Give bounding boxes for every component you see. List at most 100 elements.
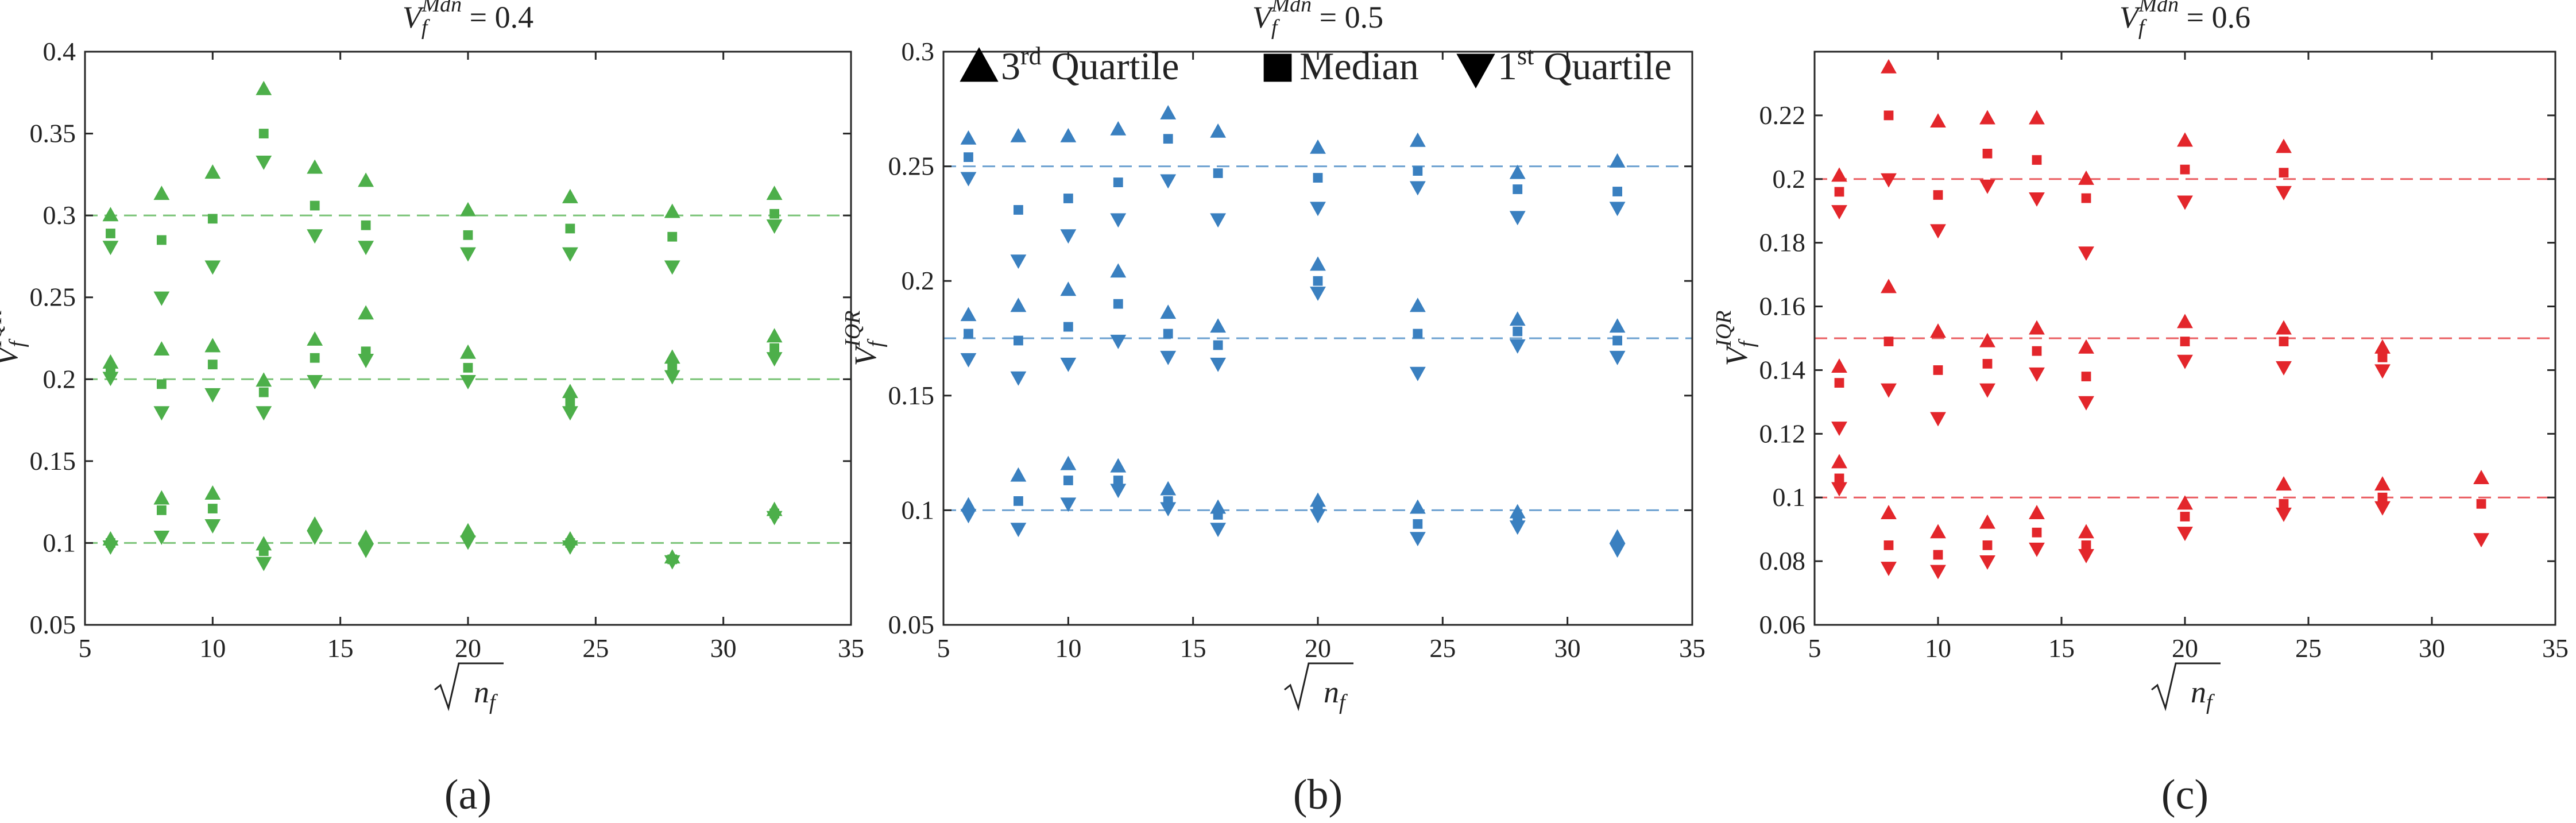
chart-panel-3: 5 10 15 20 25 30 35 0.06 0.08 0.1 0.12 0.14 0.16 0.18… — [1712, 0, 2569, 818]
median-marker — [1834, 473, 1844, 484]
first-quartile-marker — [1509, 520, 1526, 535]
first-quartile-marker — [204, 519, 221, 534]
third-quartile-marker — [307, 159, 323, 174]
x-tick-label: 15 — [327, 633, 354, 663]
median-marker — [2377, 492, 2388, 503]
first-quartile-marker — [256, 155, 272, 170]
y-tick-label: 0.25 — [30, 283, 76, 312]
median-marker — [1313, 276, 1323, 286]
first-quartile-marker — [664, 260, 680, 275]
third-quartile-marker — [2374, 476, 2391, 491]
first-quartile-marker — [766, 219, 783, 234]
first-quartile-marker — [1609, 350, 1626, 365]
legend-label: 1st Quartile — [1498, 42, 1672, 88]
median-marker — [2377, 352, 2388, 362]
median-marker — [1014, 335, 1023, 346]
third-quartile-marker — [153, 341, 170, 356]
median-marker — [1313, 173, 1323, 183]
median-marker — [1063, 322, 1073, 332]
median-marker — [1113, 177, 1123, 187]
third-quartile-marker — [1609, 153, 1626, 168]
x-tick-label: 35 — [838, 633, 864, 663]
third-quartile-marker — [960, 130, 977, 145]
third-quartile-marker — [1930, 113, 1946, 128]
median-marker — [2032, 527, 2042, 538]
median-marker — [2476, 499, 2486, 509]
first-quartile-marker — [1160, 502, 1177, 517]
first-quartile-marker — [664, 370, 680, 385]
first-quartile-marker — [2276, 186, 2292, 200]
x-tick-label: 10 — [199, 633, 226, 663]
median-marker — [1883, 540, 1894, 550]
median-marker — [769, 343, 779, 353]
first-quartile-marker — [1010, 523, 1027, 538]
third-quartile-marker — [2276, 320, 2292, 335]
first-quartile-marker — [358, 353, 374, 368]
median-marker — [207, 360, 218, 370]
first-quartile-marker — [562, 540, 578, 555]
median-marker — [258, 546, 269, 557]
median-marker — [769, 208, 779, 219]
third-quartile-marker — [1979, 333, 1995, 347]
median-marker — [157, 379, 167, 389]
first-quartile-marker — [562, 247, 578, 262]
median-marker — [1213, 340, 1223, 350]
panel-caption: (a) — [444, 771, 492, 818]
third-quartile-marker — [1210, 123, 1227, 138]
first-quartile-marker — [1010, 371, 1027, 386]
y-tick-label: 0.35 — [30, 119, 76, 148]
third-quartile-marker — [1831, 358, 1847, 373]
third-quartile-marker — [1110, 121, 1127, 136]
median-marker — [1014, 496, 1023, 506]
x-tick-label: 20 — [2172, 633, 2198, 663]
third-quartile-marker — [1930, 524, 1946, 539]
legend-label: 3rd Quartile — [1001, 42, 1179, 88]
median-marker — [1014, 205, 1023, 215]
third-quartile-marker — [1160, 481, 1177, 496]
third-quartile-marker — [1110, 458, 1127, 473]
first-quartile-marker — [2177, 527, 2193, 542]
first-quartile-marker — [1060, 357, 1077, 372]
median-marker — [565, 397, 575, 407]
median-marker — [1413, 329, 1423, 339]
first-quartile-marker — [960, 172, 977, 187]
first-quartile-marker — [960, 353, 977, 368]
third-quartile-marker — [1060, 281, 1077, 296]
first-quartile-marker — [1210, 357, 1227, 372]
third-quartile-marker — [1310, 256, 1326, 271]
third-quartile-marker — [1409, 499, 1426, 514]
first-quartile-marker — [1110, 334, 1127, 349]
median-marker — [1513, 184, 1523, 194]
third-quartile-marker — [153, 490, 170, 505]
x-tick-label: 30 — [1554, 633, 1581, 663]
third-quartile-marker — [960, 307, 977, 322]
y-tick-label: 0.15 — [888, 381, 935, 410]
sqrt-symbol — [2151, 662, 2221, 712]
x-tick-label: 35 — [1679, 633, 1705, 663]
first-quartile-marker — [960, 509, 977, 524]
median-marker — [1113, 299, 1123, 309]
third-quartile-marker — [153, 186, 170, 200]
third-quartile-marker — [102, 207, 119, 222]
third-quartile-marker — [1160, 105, 1177, 119]
y-tick-label: 0.15 — [30, 446, 76, 476]
first-quartile-marker — [102, 540, 119, 555]
third-quartile-marker — [562, 384, 578, 399]
x-tick-label: 5 — [79, 633, 92, 663]
first-quartile-marker — [766, 511, 783, 526]
median-marker — [1163, 329, 1173, 339]
third-quartile-marker — [2078, 170, 2094, 185]
first-quartile-marker — [102, 241, 119, 256]
median-marker — [1933, 365, 1943, 375]
third-quartile-marker — [1010, 467, 1027, 482]
y-tick-label: 0.25 — [888, 152, 935, 181]
median-marker — [1982, 149, 1993, 159]
x-tick-label: 15 — [2048, 633, 2075, 663]
first-quartile-marker — [1310, 287, 1326, 302]
median-marker — [1834, 378, 1844, 388]
sqrt-symbol — [434, 662, 504, 712]
first-quartile-marker — [2029, 192, 2045, 207]
third-quartile-marker — [460, 344, 476, 359]
median-marker — [157, 505, 167, 515]
